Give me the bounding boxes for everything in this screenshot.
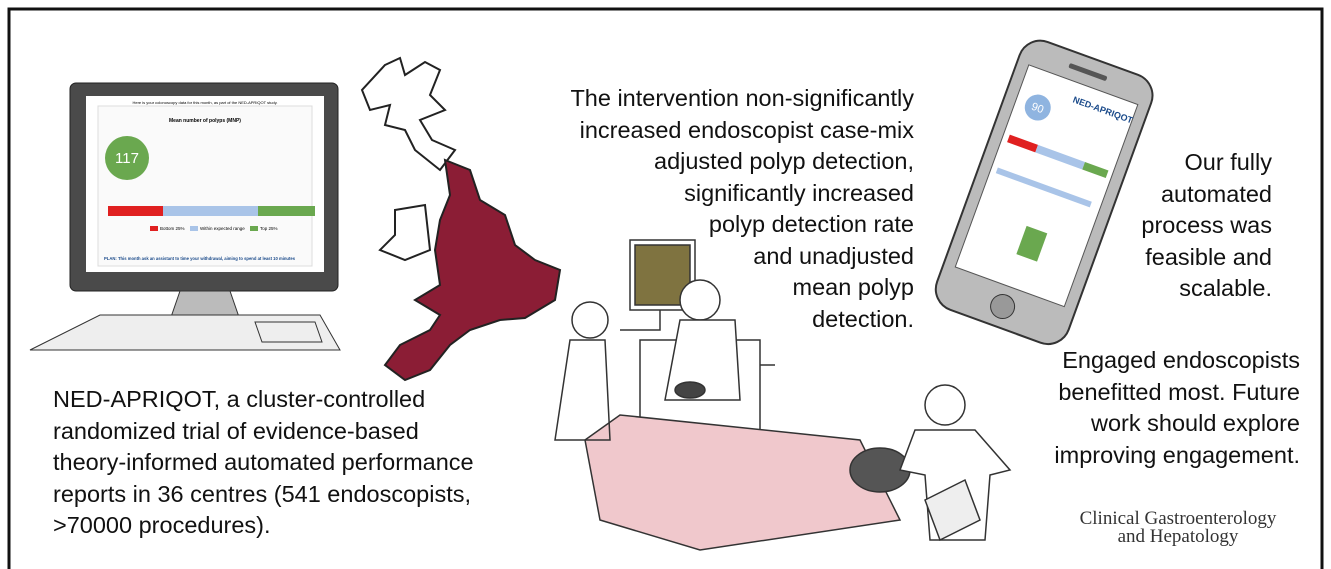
text-line: adjusted polyp detection, <box>470 146 914 178</box>
text-line: automated <box>1060 179 1272 211</box>
text-line: detection. <box>470 304 914 336</box>
text-line: NED-APRIQOT, a cluster-controlled <box>53 384 474 416</box>
text-line: and Hepatology <box>1060 528 1296 546</box>
text-line: Engaged endoscopists <box>960 345 1300 377</box>
text-line: significantly increased <box>470 178 914 210</box>
score: 117 <box>115 150 139 167</box>
text-line: improving engagement. <box>960 440 1300 472</box>
text-line: process was <box>1060 210 1272 242</box>
monitor: 117 Here is your colonoscopy data for th… <box>30 83 340 350</box>
text-line: theory-informed automated performance <box>53 447 474 479</box>
text-line: polyp detection rate <box>470 209 914 241</box>
text-line: feasible and <box>1060 242 1272 274</box>
engagement: Engaged endoscopists benefitted most. Fu… <box>960 345 1300 471</box>
text-line: mean polyp <box>470 272 914 304</box>
text-line: work should explore <box>960 408 1300 440</box>
screen-title: Mean number of polyps (MNP) <box>169 118 241 124</box>
legend-label: Bottom 25% <box>160 226 185 231</box>
trial-summary: NED-APRIQOT, a cluster-controlled random… <box>53 384 474 542</box>
legend-label: Top 25% <box>260 226 278 231</box>
text-line: Our fully <box>1060 147 1272 179</box>
text-line: The intervention non-significantly <box>470 83 914 115</box>
conclusion: Our fully automated process was feasible… <box>1060 147 1272 305</box>
screen-plan: PLAN: This month ask an assistant to tim… <box>104 256 296 261</box>
text-line: reports in 36 centres (541 endoscopists, <box>53 479 474 511</box>
text-line: >70000 procedures). <box>53 510 474 542</box>
screen-heading: Here is your colonoscopy data for this m… <box>132 100 277 105</box>
text-line: increased endoscopist case-mix <box>470 115 914 147</box>
text-line: randomized trial of evidence-based <box>53 416 474 448</box>
journal-name: Clinical Gastroenterology and Hepatology <box>1060 510 1296 546</box>
text-line: and unadjusted <box>470 241 914 273</box>
text-line: scalable. <box>1060 273 1272 305</box>
text-line: benefitted most. Future <box>960 377 1300 409</box>
graphical-abstract: 117 Here is your colonoscopy data for th… <box>0 0 1331 569</box>
legend-label: Within expected range <box>200 226 245 231</box>
findings: The intervention non-significantly incre… <box>470 83 914 335</box>
